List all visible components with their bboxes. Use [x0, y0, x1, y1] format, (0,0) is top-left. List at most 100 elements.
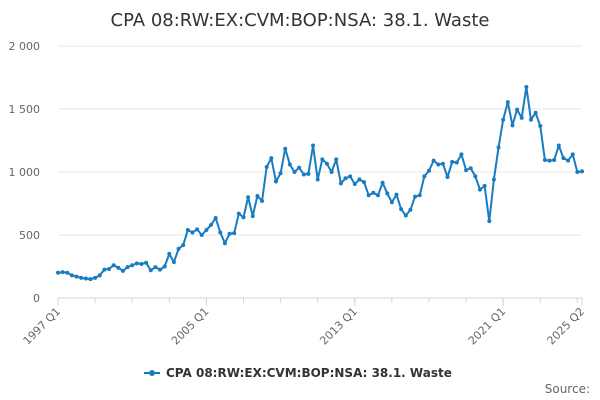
data-point[interactable]: [524, 84, 529, 89]
data-point[interactable]: [236, 211, 241, 216]
data-point[interactable]: [380, 180, 385, 185]
data-point[interactable]: [264, 164, 269, 169]
data-point[interactable]: [204, 227, 209, 232]
data-point[interactable]: [102, 267, 107, 272]
data-point[interactable]: [195, 227, 200, 232]
data-point[interactable]: [297, 165, 302, 170]
data-point[interactable]: [575, 170, 580, 174]
data-point[interactable]: [69, 273, 74, 278]
data-point[interactable]: [213, 215, 218, 220]
data-point[interactable]: [324, 161, 329, 166]
data-point[interactable]: [139, 261, 144, 266]
data-point[interactable]: [311, 143, 316, 148]
data-point[interactable]: [176, 246, 181, 251]
data-point[interactable]: [125, 265, 130, 270]
data-point[interactable]: [454, 160, 459, 165]
data-point[interactable]: [218, 230, 223, 235]
data-point[interactable]: [167, 251, 172, 256]
data-point[interactable]: [199, 233, 204, 237]
data-point[interactable]: [246, 195, 251, 200]
data-point[interactable]: [241, 215, 246, 220]
data-point[interactable]: [408, 207, 413, 212]
data-point[interactable]: [394, 192, 399, 197]
data-point[interactable]: [134, 261, 139, 266]
data-point[interactable]: [79, 275, 84, 280]
data-point[interactable]: [491, 177, 496, 182]
data-point[interactable]: [422, 174, 427, 179]
data-point[interactable]: [292, 170, 297, 174]
data-point[interactable]: [440, 161, 445, 166]
data-point[interactable]: [366, 193, 371, 198]
data-point[interactable]: [144, 260, 149, 265]
data-point[interactable]: [505, 100, 510, 105]
data-point[interactable]: [348, 174, 353, 179]
data-point[interactable]: [74, 274, 79, 279]
data-point[interactable]: [482, 183, 487, 188]
data-point[interactable]: [56, 270, 60, 275]
data-point[interactable]: [450, 159, 455, 164]
data-point[interactable]: [413, 194, 418, 199]
data-point[interactable]: [287, 162, 292, 167]
data-point[interactable]: [343, 176, 348, 181]
data-point[interactable]: [65, 270, 70, 275]
data-point[interactable]: [464, 168, 469, 173]
data-point[interactable]: [357, 177, 362, 182]
data-point[interactable]: [255, 193, 260, 198]
data-point[interactable]: [329, 170, 334, 174]
data-point[interactable]: [306, 171, 311, 176]
data-point[interactable]: [88, 277, 93, 282]
data-point[interactable]: [515, 107, 520, 112]
data-point[interactable]: [547, 158, 552, 163]
data-point[interactable]: [334, 157, 339, 162]
data-point[interactable]: [352, 181, 357, 186]
data-point[interactable]: [153, 265, 158, 270]
data-point[interactable]: [111, 263, 116, 268]
data-point[interactable]: [320, 157, 325, 162]
data-point[interactable]: [269, 156, 274, 161]
data-point[interactable]: [278, 171, 283, 176]
data-point[interactable]: [519, 115, 524, 120]
data-point[interactable]: [162, 264, 167, 269]
data-point[interactable]: [473, 174, 478, 179]
data-point[interactable]: [426, 168, 431, 173]
data-point[interactable]: [431, 158, 436, 163]
data-point[interactable]: [389, 200, 394, 205]
data-point[interactable]: [436, 162, 441, 167]
data-point[interactable]: [528, 117, 533, 122]
source-label[interactable]: Source:: [545, 382, 590, 396]
data-point[interactable]: [181, 243, 186, 248]
data-point[interactable]: [148, 268, 153, 273]
data-point[interactable]: [487, 219, 492, 224]
data-point[interactable]: [93, 275, 98, 280]
data-point[interactable]: [561, 156, 566, 161]
data-point[interactable]: [510, 123, 515, 128]
data-point[interactable]: [362, 180, 367, 185]
data-point[interactable]: [209, 222, 214, 227]
data-point[interactable]: [375, 193, 380, 198]
data-point[interactable]: [83, 276, 88, 281]
data-point[interactable]: [130, 263, 135, 268]
data-point[interactable]: [185, 227, 190, 232]
data-point[interactable]: [120, 268, 125, 273]
data-point[interactable]: [552, 158, 557, 163]
data-point[interactable]: [260, 198, 265, 203]
data-point[interactable]: [538, 124, 543, 129]
data-point[interactable]: [371, 190, 376, 195]
data-point[interactable]: [566, 158, 571, 163]
data-point[interactable]: [315, 177, 320, 182]
data-point[interactable]: [385, 191, 390, 196]
legend[interactable]: CPA 08:RW:EX:CVM:BOP:NSA: 38.1. Waste: [144, 366, 452, 380]
data-point[interactable]: [580, 169, 584, 174]
data-point[interactable]: [533, 110, 538, 115]
data-point[interactable]: [301, 172, 306, 177]
data-point[interactable]: [232, 231, 237, 236]
data-point[interactable]: [445, 175, 450, 180]
data-point[interactable]: [107, 267, 112, 272]
data-point[interactable]: [222, 241, 227, 246]
data-point[interactable]: [556, 143, 561, 148]
data-point[interactable]: [283, 146, 288, 151]
data-point[interactable]: [227, 231, 232, 236]
data-point[interactable]: [158, 267, 163, 272]
data-point[interactable]: [501, 117, 506, 122]
data-point[interactable]: [97, 273, 102, 278]
